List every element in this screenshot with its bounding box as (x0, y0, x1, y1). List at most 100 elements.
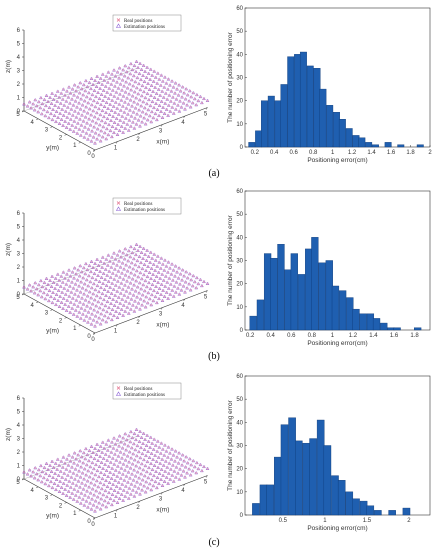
estimation-point-b (103, 267, 108, 271)
real-point-a (58, 122, 61, 125)
estimation-point-a (154, 101, 158, 105)
real-point-c (116, 439, 119, 442)
estimation-point-a (92, 125, 97, 129)
estimation-point-a (60, 107, 65, 111)
estimation-point-b (152, 278, 157, 282)
real-point-b (106, 264, 109, 267)
real-point-a (61, 108, 64, 111)
real-point-a (146, 66, 149, 69)
real-point-b (178, 293, 181, 296)
real-point-a (75, 106, 79, 109)
estimation-point-b (90, 275, 95, 280)
estimation-point-c (40, 469, 45, 474)
estimation-point-c (116, 490, 120, 494)
real-point-a (160, 100, 163, 103)
real-point-c (180, 474, 183, 477)
x-tick-mark-c-3 (160, 492, 163, 495)
estimation-point-c (149, 477, 154, 482)
real-point-a (54, 94, 57, 97)
real-point-c (85, 473, 88, 477)
real-point-b (118, 286, 121, 289)
legend-label-real-b: Real positions (124, 202, 153, 207)
real-point-a (62, 88, 65, 91)
real-point-a (136, 102, 139, 106)
estimation-point-b (144, 258, 149, 262)
real-point-b (186, 276, 189, 280)
estimation-point-b (98, 322, 103, 326)
real-point-c (114, 443, 117, 446)
real-point-a (86, 111, 89, 115)
estimation-point-c (132, 494, 137, 498)
real-point-b (105, 320, 108, 324)
real-point-b (99, 260, 102, 263)
real-point-b (96, 274, 100, 277)
estimation-point-c (112, 462, 117, 466)
real-point-c (161, 458, 164, 461)
real-point-c (138, 466, 141, 470)
real-point-a (90, 103, 93, 107)
estimation-point-a (73, 99, 78, 103)
estimation-point-c (83, 446, 88, 451)
real-point-c (110, 477, 113, 480)
real-point-c (154, 480, 157, 483)
real-point-c (170, 448, 174, 451)
estimation-point-c (74, 457, 78, 461)
estimation-point-a (142, 79, 147, 83)
estimation-point-a (180, 95, 184, 99)
estimation-point-a (140, 83, 145, 88)
real-point-b (46, 283, 50, 286)
real-point-c (160, 442, 163, 445)
estimation-point-b (147, 270, 152, 274)
y-axis-line-c (23, 478, 96, 519)
real-point-b (147, 281, 151, 284)
estimation-point-a (166, 103, 171, 107)
legend-label-real-c: Real positions (124, 387, 153, 392)
real-point-a (123, 101, 127, 104)
real-point-c (173, 460, 177, 463)
estimation-point-c (171, 479, 176, 483)
estimation-point-a (114, 90, 119, 94)
estimation-point-b (153, 268, 158, 272)
real-point-b (22, 286, 26, 289)
estimation-point-a (159, 99, 164, 103)
real-point-c (136, 444, 139, 448)
estimation-point-c (61, 455, 66, 459)
estimation-point-b (38, 288, 43, 293)
estimation-point-c (149, 487, 154, 492)
estimation-point-a (47, 105, 52, 110)
estimation-point-b (90, 312, 94, 316)
real-point-b (40, 295, 43, 299)
real-point-c (192, 459, 195, 463)
real-point-c (68, 480, 71, 483)
estimation-point-c (60, 465, 65, 469)
real-point-c (164, 460, 167, 463)
real-point-c (103, 447, 106, 450)
estimation-point-c (165, 465, 170, 469)
estimation-point-a (96, 80, 101, 84)
real-point-b (76, 279, 79, 282)
y-tick-label-c-5: 5 (16, 480, 20, 486)
real-point-a (200, 101, 204, 105)
estimation-point-a (165, 97, 170, 101)
real-point-c (44, 482, 47, 486)
real-point-a (148, 114, 151, 118)
real-point-c (161, 484, 164, 487)
estimation-point-b (115, 279, 120, 283)
y-tick-label-a-1: 1 (73, 143, 77, 149)
real-point-b (85, 288, 88, 292)
real-point-b (140, 251, 143, 254)
real-point-b (128, 265, 131, 269)
real-point-b (163, 295, 166, 298)
estimation-point-c (116, 454, 121, 458)
real-point-a (76, 96, 79, 99)
real-point-a (202, 97, 206, 100)
estimation-point-b (63, 302, 68, 306)
estimation-point-c (58, 469, 63, 473)
estimation-point-c (66, 463, 71, 467)
estimation-point-a (100, 72, 105, 76)
estimation-point-a (188, 105, 193, 109)
estimation-point-a (198, 94, 203, 99)
y-axis-label-c: y(m) (46, 512, 59, 519)
x-tick-label-hist-a-2: 0.6 (290, 150, 299, 156)
real-point-c (134, 438, 138, 441)
